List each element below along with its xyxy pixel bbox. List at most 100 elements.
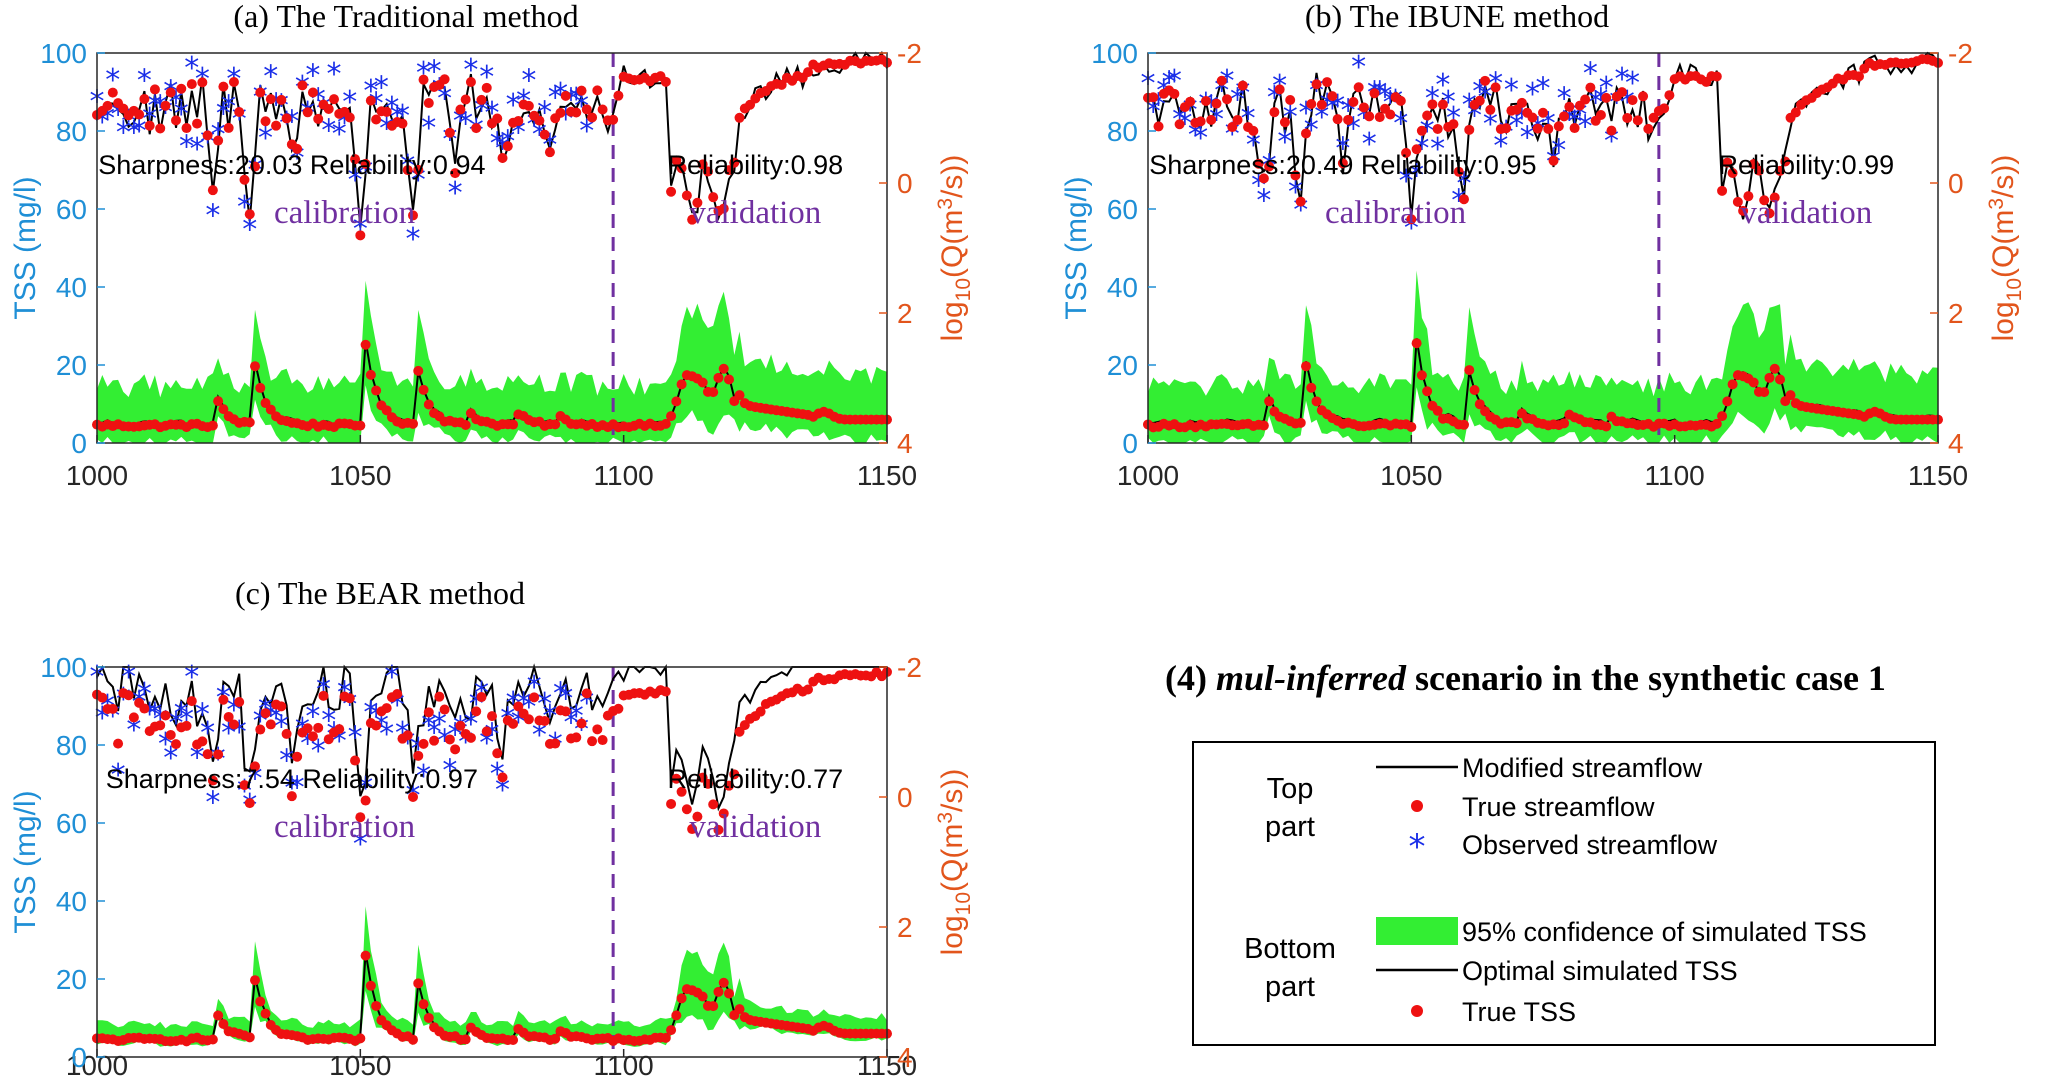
true-streamflow-point <box>687 214 698 225</box>
observed-streamflow-point: * <box>448 176 463 211</box>
true-streamflow-point <box>1364 111 1375 122</box>
true-streamflow-point <box>1601 92 1612 103</box>
true-tss-point <box>250 361 260 372</box>
true-streamflow-point <box>186 696 197 707</box>
true-streamflow-point <box>523 100 534 111</box>
true-tss-point <box>213 1010 224 1021</box>
observed-streamflow-point: * <box>132 114 147 149</box>
true-streamflow-point <box>202 749 213 760</box>
observed-streamflow-point: * <box>126 115 141 150</box>
true-tss-point <box>1727 379 1738 390</box>
true-streamflow-point <box>1617 87 1627 98</box>
true-streamflow-point <box>534 115 545 126</box>
true-streamflow-point <box>408 210 418 221</box>
observed-streamflow-point: * <box>311 734 326 769</box>
true-streamflow-point <box>729 157 740 168</box>
legend-bottom-label-1: Bottom <box>1244 933 1336 965</box>
observed-streamflow-point: * <box>1615 62 1630 97</box>
observed-streamflow-point: * <box>1414 132 1429 167</box>
true-streamflow-point <box>1559 111 1570 122</box>
true-streamflow-point <box>560 90 571 101</box>
true-streamflow-point <box>192 118 203 129</box>
true-streamflow-point <box>608 114 619 125</box>
true-streamflow-point <box>381 703 392 714</box>
true-tss-point <box>724 988 734 999</box>
true-streamflow-point <box>381 106 392 117</box>
true-streamflow-point <box>550 738 561 749</box>
true-streamflow-point <box>702 778 713 789</box>
observed-streamflow-point: * <box>242 213 257 248</box>
true-tss-point <box>423 1012 434 1023</box>
true-streamflow-point <box>692 197 703 208</box>
observed-streamflow-point: * <box>384 91 399 126</box>
observed-streamflow-point: * <box>485 717 500 752</box>
true-streamflow-point <box>1222 94 1232 105</box>
true-streamflow-point <box>429 735 440 746</box>
observed-streamflow-point: * <box>437 724 452 759</box>
true-streamflow-point <box>1464 124 1475 135</box>
true-streamflow-point <box>1659 103 1670 114</box>
true-streamflow-point <box>702 166 713 177</box>
y-left-tick-label: 40 <box>56 886 87 917</box>
y-left-tick-label: 0 <box>71 1042 87 1073</box>
true-streamflow-point <box>450 168 461 179</box>
true-streamflow-point <box>265 94 276 105</box>
observed-streamflow-point: * <box>1399 164 1414 199</box>
true-streamflow-point <box>239 174 250 185</box>
true-tss-point <box>413 365 424 376</box>
observed-streamflow-point: * <box>121 660 136 695</box>
true-streamflow-point <box>1543 123 1554 134</box>
observed-streamflow-point: * <box>116 116 131 151</box>
true-streamflow-point <box>597 735 608 746</box>
validation-label: validation <box>1740 195 1872 231</box>
chart-panel-1: (b) The IBUNE method********************… <box>1060 0 2026 491</box>
true-streamflow-point <box>244 209 255 220</box>
true-tss-point <box>708 387 719 398</box>
y-right-label-part: (Q(m <box>936 824 969 892</box>
true-streamflow-point <box>718 808 729 819</box>
observed-streamflow-point: * <box>1193 121 1208 156</box>
true-streamflow-point <box>1585 82 1596 93</box>
y-left-tick-label: 0 <box>71 428 87 459</box>
true-tss-point <box>213 396 224 407</box>
true-streamflow-point <box>713 824 724 835</box>
chart-title: (b) The IBUNE method <box>1305 0 1609 34</box>
true-streamflow-point <box>144 120 155 131</box>
true-streamflow-point <box>1327 91 1338 102</box>
true-streamflow-point <box>1232 114 1243 125</box>
true-streamflow-point <box>523 714 534 725</box>
true-streamflow-point <box>276 94 287 105</box>
y-right-tick-label: -2 <box>1948 38 1973 69</box>
true-tss-point <box>1258 420 1269 431</box>
observed-streamflow-point: * <box>442 753 457 788</box>
true-streamflow-point <box>1474 95 1485 106</box>
true-streamflow-point <box>1301 128 1311 139</box>
y-right-label: log10(Q(m3/s)) <box>1985 155 2026 342</box>
true-streamflow-point <box>218 81 229 92</box>
true-tss-point <box>660 418 671 429</box>
true-streamflow-point <box>1285 94 1296 105</box>
true-streamflow-point <box>1775 165 1785 176</box>
observed-streamflow-point: * <box>1430 132 1445 167</box>
y-right-label-part: (Q(m <box>1987 210 2020 278</box>
true-streamflow-point <box>344 112 355 123</box>
true-streamflow-point <box>1564 101 1575 112</box>
y-right-label-part: 3 <box>1985 198 2008 210</box>
true-streamflow-point <box>292 143 303 154</box>
true-streamflow-point <box>392 688 403 699</box>
true-streamflow-point <box>1764 208 1775 219</box>
true-streamflow-point <box>1432 123 1443 134</box>
observed-streamflow-point: * <box>490 757 505 792</box>
true-tss-point <box>418 384 429 395</box>
true-streamflow-point <box>1174 119 1185 130</box>
observed-streamflow-point: * <box>1441 85 1456 120</box>
true-tss-point <box>355 1033 366 1044</box>
plot-frame <box>1147 52 1939 444</box>
true-tss-point <box>713 986 724 997</box>
true-streamflow-point <box>165 729 176 740</box>
true-tss-point <box>1711 418 1722 429</box>
true-streamflow-point <box>1406 214 1417 225</box>
true-streamflow-point <box>250 761 260 772</box>
true-streamflow-point <box>1717 185 1728 196</box>
true-streamflow-point <box>1753 165 1764 176</box>
